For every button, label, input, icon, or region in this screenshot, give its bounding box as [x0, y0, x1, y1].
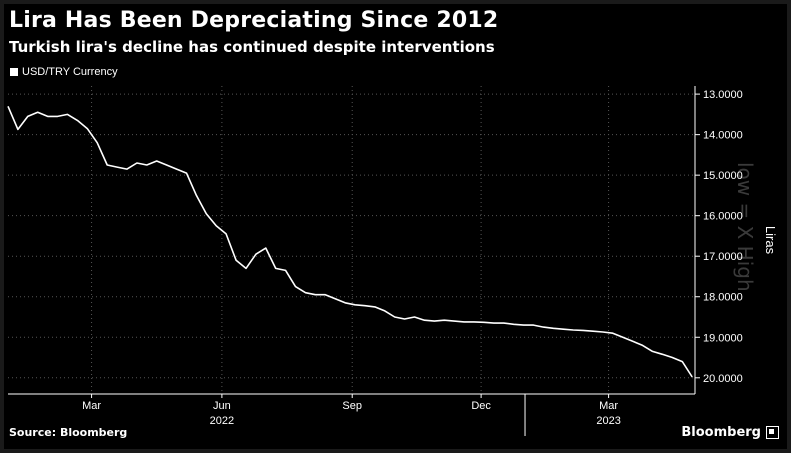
chart-subtitle: Turkish lira's decline has continued des… — [9, 38, 495, 56]
y-tick-label: 16.0000 — [703, 211, 743, 223]
expand-icon[interactable] — [766, 426, 779, 439]
brand-logo: Bloomberg — [681, 425, 779, 440]
series-line-usd-try — [7, 105, 693, 378]
legend-label: USD/TRY Currency — [22, 66, 118, 78]
x-tick-label: Jun — [213, 400, 231, 412]
y-tick-label: 18.0000 — [703, 292, 743, 304]
y-tick-label: 13.0000 — [703, 89, 743, 101]
y-tick-label: 17.0000 — [703, 251, 743, 263]
y-axis-label: Liras — [763, 226, 778, 255]
x-tick-label: Sep — [342, 400, 362, 412]
y-tick-label: 14.0000 — [703, 130, 743, 142]
x-tick-label: Mar — [82, 400, 101, 412]
chart-frame — [4, 4, 787, 449]
y-tick-label: 15.0000 — [703, 170, 743, 182]
y-tick-label: 19.0000 — [703, 332, 743, 344]
x-tick-label: Dec — [471, 400, 491, 412]
year-label: 2022 — [210, 415, 234, 427]
x-tick-label: Mar — [599, 400, 618, 412]
source-note: Source: Bloomberg — [9, 426, 128, 439]
legend-swatch — [10, 68, 18, 76]
y-tick-label: 20.0000 — [703, 373, 743, 385]
watermark-text: low = X High — [733, 162, 757, 292]
year-label: 2023 — [596, 415, 620, 427]
legend: USD/TRY Currency — [10, 66, 118, 78]
chart-title: Lira Has Been Depreciating Since 2012 — [9, 8, 499, 33]
brand-name: Bloomberg — [681, 425, 761, 440]
